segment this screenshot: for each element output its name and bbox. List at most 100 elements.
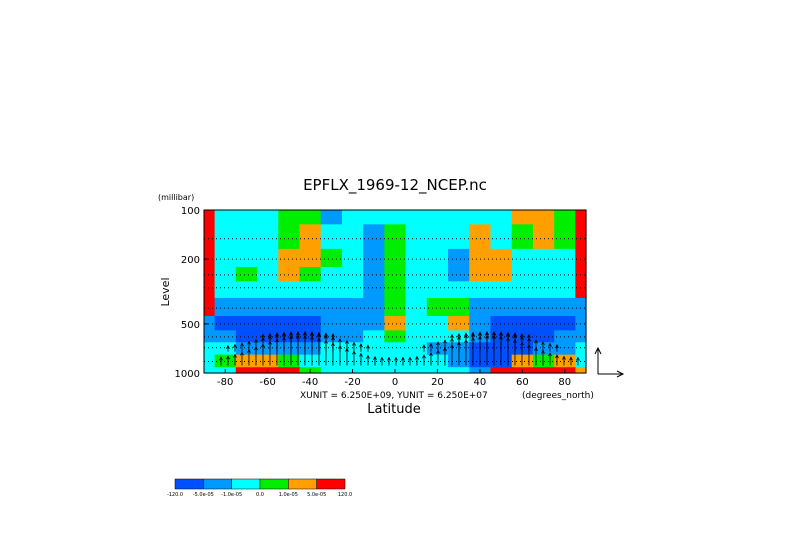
heatmap-cell — [278, 281, 301, 299]
heatmap-cell — [235, 210, 258, 225]
heatmap-cell — [554, 316, 576, 331]
heatmap-cell — [204, 224, 216, 250]
heatmap-cell — [575, 224, 587, 250]
heatmap-cell — [511, 266, 534, 282]
plot-frame — [203, 209, 587, 374]
heatmap-cell — [575, 367, 587, 374]
heatmap-cell — [214, 330, 237, 343]
colorbar-swatch — [259, 478, 289, 490]
heatmap-cell — [257, 316, 279, 331]
heatmap-cell — [448, 316, 470, 331]
x-tick-label: -80 — [217, 377, 233, 388]
heatmap-cell — [235, 316, 258, 331]
flux-vector — [541, 341, 545, 346]
heatmap-cell — [511, 354, 534, 368]
heatmap-cell — [299, 342, 322, 356]
heatmap-cell — [384, 266, 407, 282]
flux-vector — [289, 331, 293, 336]
flux-vector — [338, 337, 342, 343]
x-unit-label: (degrees_north) — [522, 391, 594, 401]
heatmap-cell — [448, 367, 470, 374]
flux-vector — [310, 331, 314, 336]
flux-vector — [422, 344, 426, 349]
heatmap-cell — [320, 342, 343, 356]
flux-vector — [548, 342, 552, 347]
heatmap-cell — [320, 266, 343, 282]
flux-vector — [443, 339, 447, 344]
heatmap-cell — [469, 210, 492, 225]
colorbar-swatch — [203, 478, 232, 490]
heatmap-cell — [278, 210, 301, 225]
flux-vector — [576, 356, 580, 361]
heatmap-cell — [426, 330, 449, 343]
heatmap-cell — [405, 210, 428, 225]
heatmap-cell — [511, 342, 534, 356]
heatmap-cell — [341, 342, 364, 356]
flux-vector — [233, 353, 237, 358]
flux-vector — [429, 352, 433, 357]
flux-vector — [387, 356, 391, 361]
colorbar-swatch — [316, 478, 346, 490]
flux-vector — [520, 332, 524, 338]
heatmap-cell — [532, 316, 555, 331]
heatmap-cell — [278, 224, 301, 250]
flux-vector — [471, 331, 475, 336]
heatmap-cell — [532, 248, 555, 268]
heatmap-cell — [235, 266, 258, 282]
heatmap-cell — [320, 367, 343, 374]
heatmap-cell — [320, 210, 343, 225]
heatmap-cell — [278, 297, 301, 317]
heatmap-cell — [363, 210, 385, 225]
heatmap-cell — [490, 281, 513, 299]
heatmap-cell — [278, 266, 301, 282]
heatmap-cell — [363, 266, 385, 282]
flux-vector — [331, 333, 335, 338]
colorbar-label: 0.0 — [256, 492, 264, 498]
heatmap-cell — [490, 210, 513, 225]
y-tick-label: 500 — [181, 320, 200, 331]
flux-vector — [254, 338, 258, 343]
heatmap-cell — [405, 367, 428, 374]
heatmap-cell — [384, 224, 407, 250]
flux-vector — [429, 342, 433, 347]
heatmap-cell — [490, 224, 513, 250]
colorbar-swatch — [174, 478, 204, 490]
heatmap-cell — [235, 342, 258, 356]
flux-vector — [233, 343, 237, 348]
heatmap-cell — [448, 210, 470, 225]
heatmap-cell — [320, 316, 343, 331]
heatmap-cell — [511, 224, 534, 250]
colorbar-label: 1.0e-05 — [279, 492, 298, 498]
heatmap-cell — [299, 354, 322, 368]
flux-vector — [303, 331, 307, 336]
flux-vector — [240, 342, 244, 347]
x-tick-label: 0 — [392, 377, 398, 388]
heatmap-cell — [204, 248, 216, 268]
flux-vector — [324, 332, 328, 337]
flux-vector — [268, 332, 272, 337]
flux-vector — [499, 331, 503, 336]
heatmap-cell — [341, 297, 364, 317]
heatmap-cell — [363, 354, 385, 368]
heatmap-cell — [469, 281, 492, 299]
heatmap-cell — [532, 354, 555, 368]
heatmap-cell — [235, 281, 258, 299]
heatmap-cell — [320, 224, 343, 250]
x-tick-label: 40 — [474, 377, 487, 388]
heatmap-cell — [235, 354, 258, 368]
heatmap-cell — [235, 224, 258, 250]
y-axis-label: Level — [159, 277, 172, 306]
heatmap-cell — [575, 248, 587, 268]
flux-vector — [359, 343, 363, 348]
heatmap-cell — [384, 297, 407, 317]
heatmap-cell — [204, 297, 216, 317]
heatmap-cell — [554, 224, 576, 250]
heatmap-cell — [320, 297, 343, 317]
flux-vector — [380, 356, 384, 361]
heatmap-cell — [320, 354, 343, 368]
heatmap-cell — [257, 281, 279, 299]
heatmap-cell — [490, 354, 513, 368]
heatmap-cell — [299, 224, 322, 250]
heatmap-cell — [214, 248, 237, 268]
